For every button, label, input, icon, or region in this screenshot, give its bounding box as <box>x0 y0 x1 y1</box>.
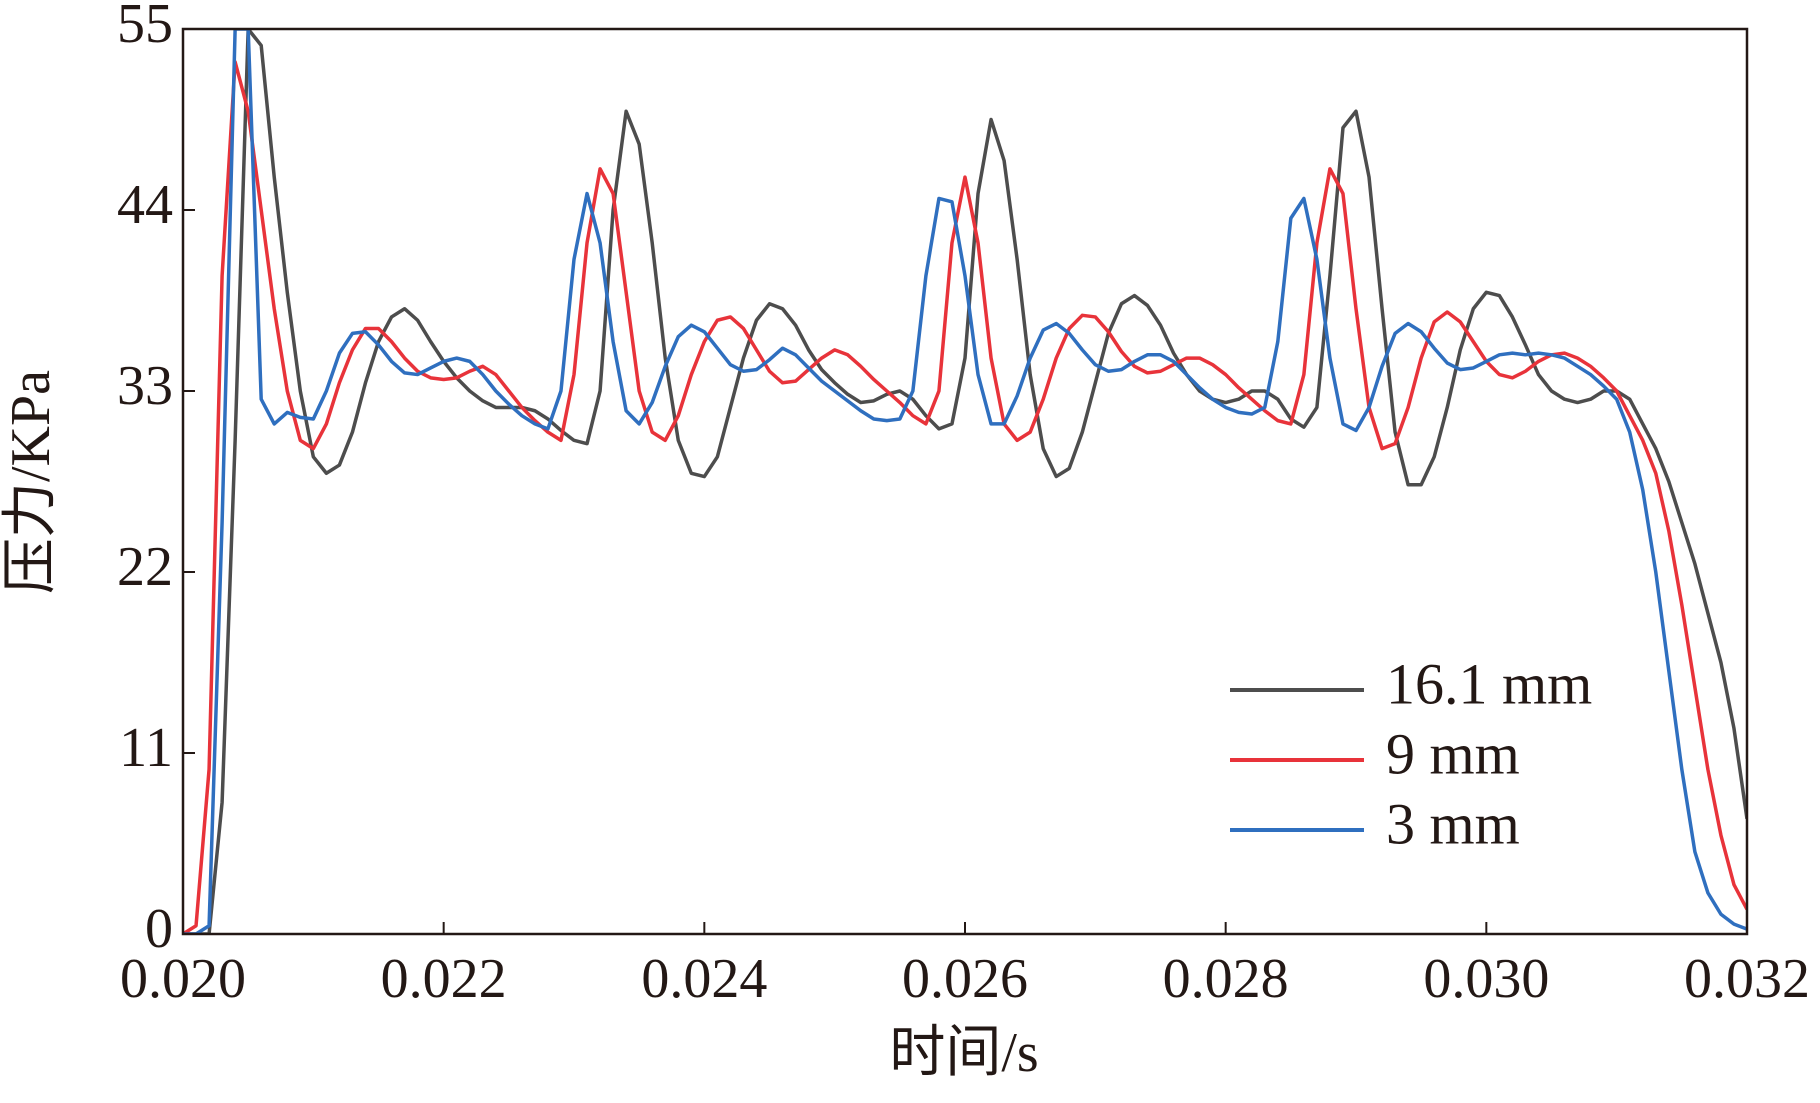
y-axis-title: 压力/KPa <box>0 370 62 594</box>
x-tick-label: 0.026 <box>902 948 1028 1010</box>
plot-frame <box>181 27 1749 936</box>
y-tick-label: 33 <box>117 355 173 417</box>
y-tick-label: 22 <box>117 536 173 598</box>
x-tick-label: 0.022 <box>381 948 507 1010</box>
y-tick-label: 44 <box>117 174 173 236</box>
x-tick-label: 0.032 <box>1684 948 1810 1010</box>
legend-label: 9 mm <box>1386 721 1520 786</box>
y-tick-label: 55 <box>117 0 173 55</box>
legend-label: 3 mm <box>1386 791 1520 856</box>
x-tick-label: 0.024 <box>641 948 767 1010</box>
legend-label: 16.1 mm <box>1386 651 1592 716</box>
plot-lines <box>183 29 1747 934</box>
y-tick-label: 0 <box>145 898 173 960</box>
x-tick-label: 0.028 <box>1163 948 1289 1010</box>
x-axis-title: 时间/s <box>889 1022 1038 1084</box>
y-tick-label: 11 <box>119 717 173 779</box>
x-tick-label: 0.020 <box>120 948 246 1010</box>
x-tick-label: 0.030 <box>1423 948 1549 1010</box>
series-line <box>183 29 1747 934</box>
